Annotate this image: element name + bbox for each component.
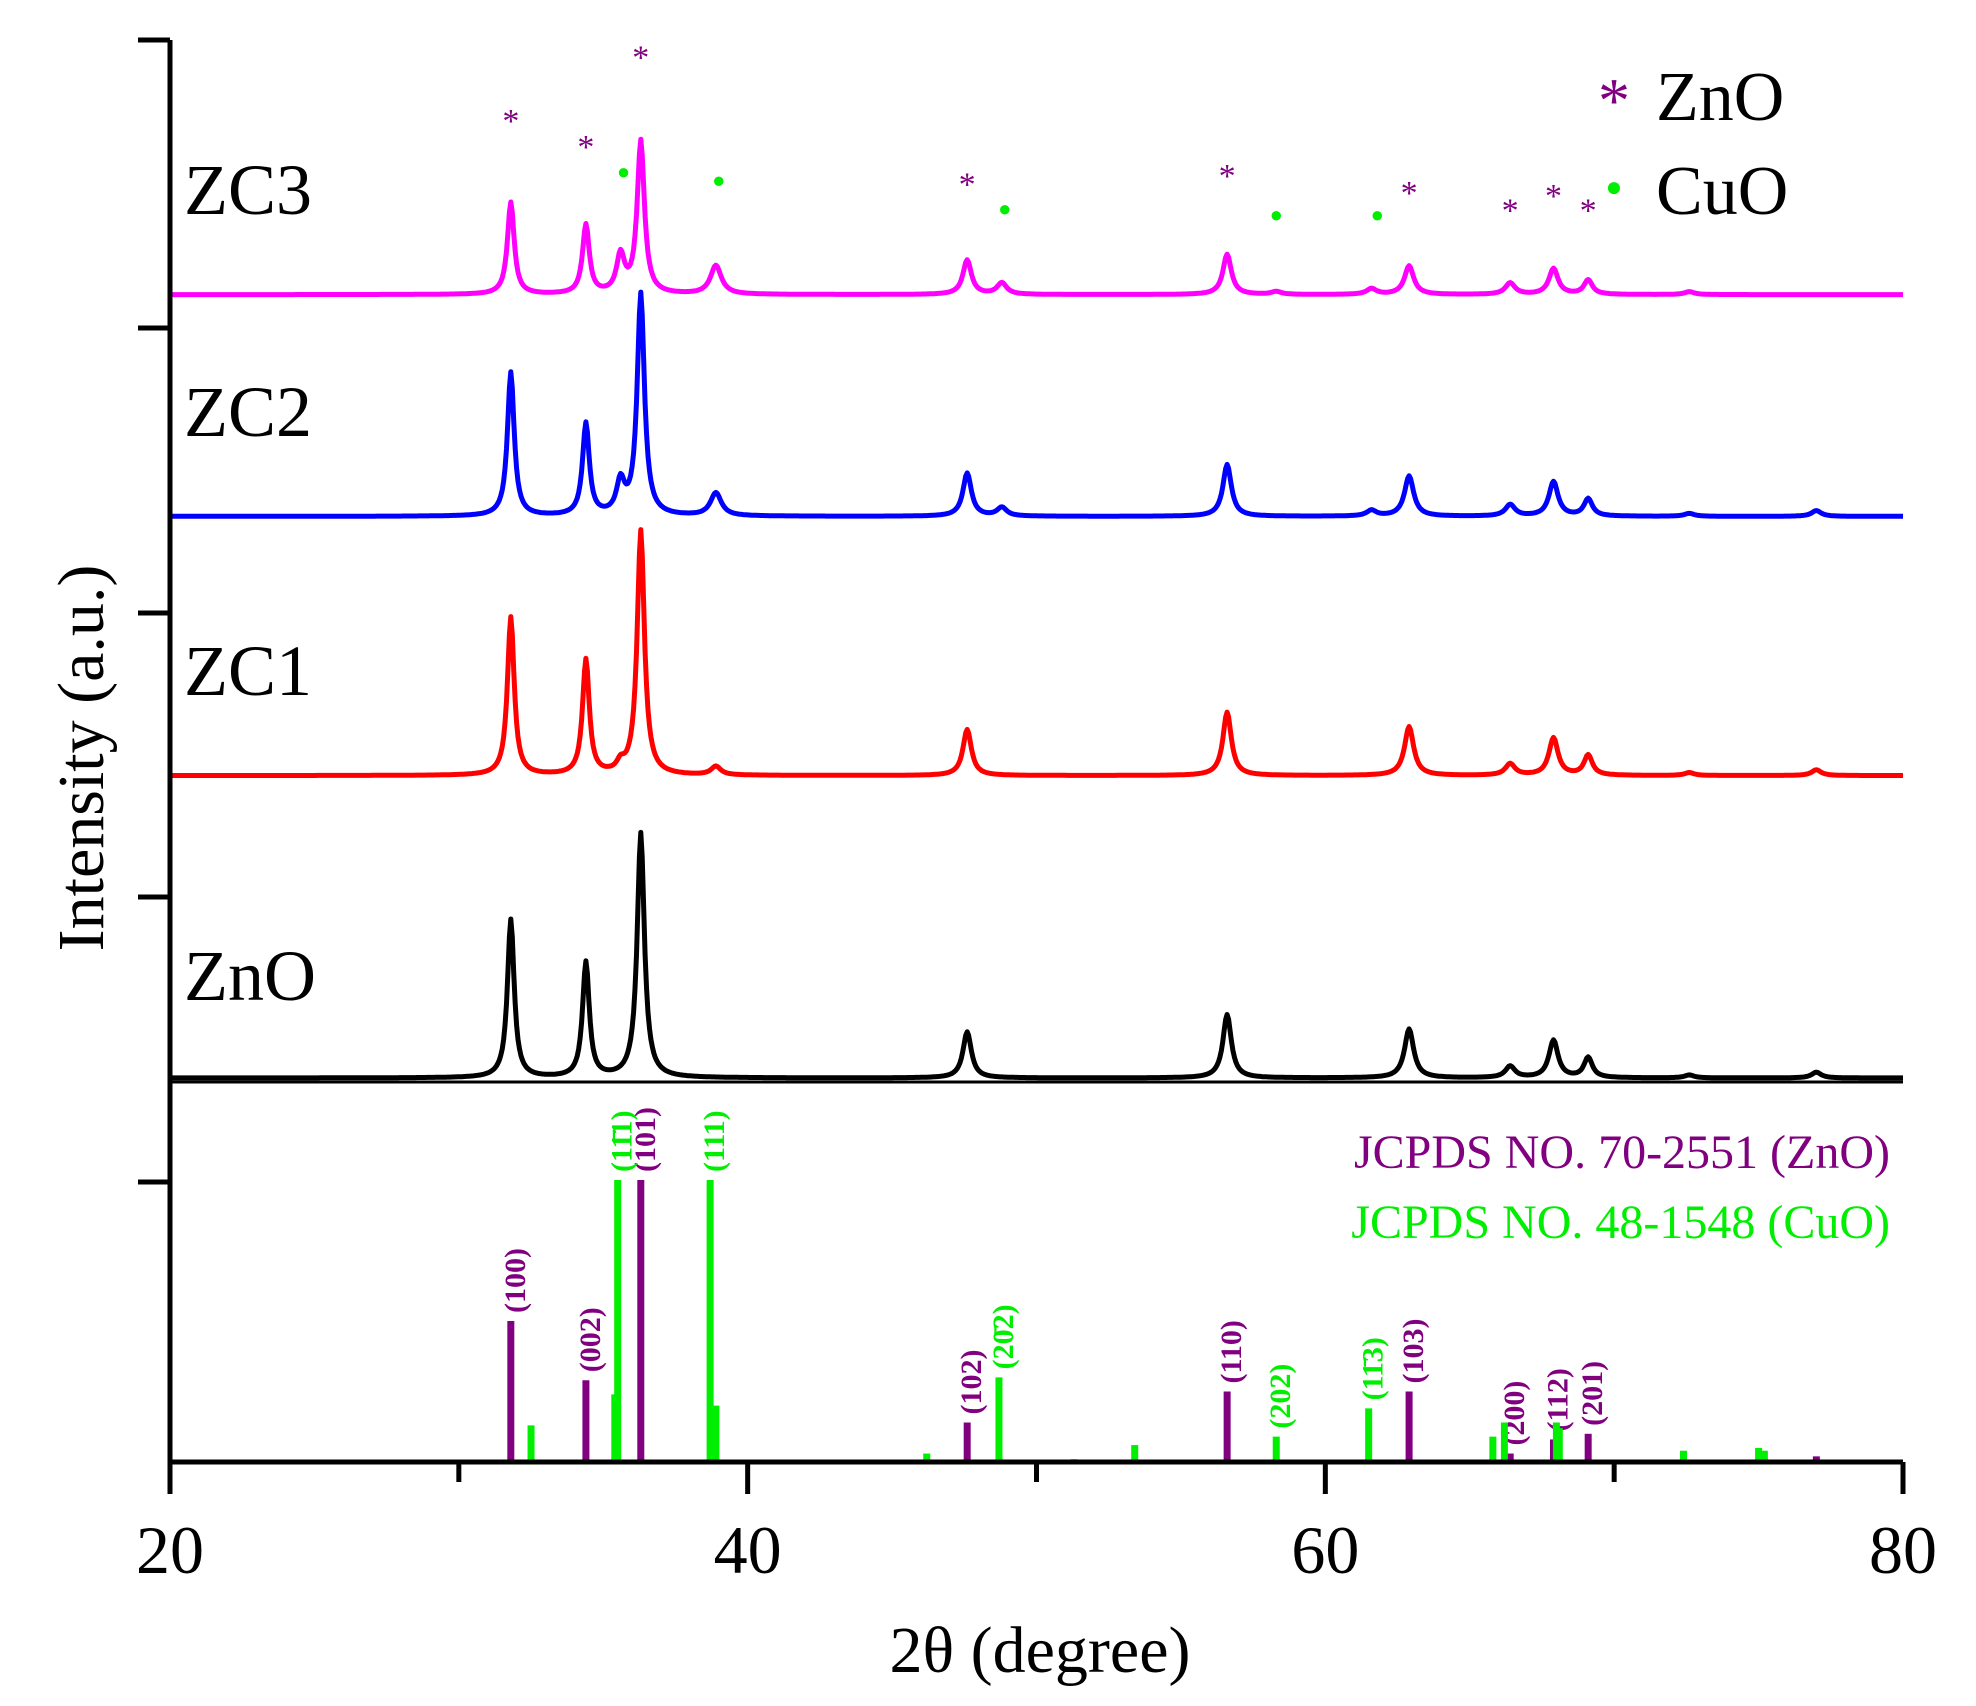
x-tick-label: 60 <box>1291 1512 1359 1588</box>
zno-peak-marker: * <box>632 40 649 77</box>
reference-pattern-legend: JCPDS NO. 70-2551 (ZnO) JCPDS NO. 48-154… <box>1351 1126 1890 1249</box>
y-axis-label: Intensity (a.u.) <box>45 565 118 952</box>
zno-hkl-label: (002) <box>574 1307 607 1372</box>
curve-label-zno: ZnO <box>184 936 316 1016</box>
zno-hkl-label: (103) <box>1397 1319 1430 1384</box>
cuo-hkl-label: (202) <box>1264 1364 1297 1429</box>
reference-pattern-layer: (100)(002)(101)(102) (110) (103)(200) (112)… <box>499 1107 1820 1462</box>
curve-label-zc1: ZC1 <box>184 631 312 711</box>
zno-hkl-label: (110) <box>1215 1320 1248 1383</box>
zno-peak-marker: * <box>1580 192 1597 229</box>
zno-hkl-label: (112) <box>1542 1368 1575 1431</box>
legend: * ZnO ● CuO <box>1598 59 1788 230</box>
zno-peak-marker: * <box>959 166 976 203</box>
series-line-zc3 <box>168 136 1905 298</box>
zno-peak-marker: * <box>1219 158 1236 195</box>
curve-label-zc3: ZC3 <box>184 150 312 230</box>
cuo-hkl-label: (20̄2) <box>987 1304 1020 1369</box>
axes-layer: 20 40 60 80 <box>136 37 1937 1588</box>
cuo-peak-marker: ● <box>998 196 1011 221</box>
x-tick-label: 80 <box>1869 1512 1937 1588</box>
x-axis-label: 2θ (degree) <box>890 1614 1191 1687</box>
cuo-peak-marker: ● <box>617 159 630 184</box>
cuo-hkl-label: (11̄3) <box>1357 1337 1390 1400</box>
zno-hkl-label: (201) <box>1576 1361 1609 1426</box>
curve-label-zc2: ZC2 <box>184 372 312 452</box>
series-line-zc1 <box>168 527 1905 778</box>
legend-cuo-label: CuO <box>1656 153 1788 230</box>
legend-cuo-symbol: ● <box>1606 172 1623 203</box>
cuo-hkl-label: (111) <box>698 1110 731 1172</box>
zno-peak-marker: * <box>1502 192 1519 229</box>
cuo-peak-marker: ● <box>712 167 725 192</box>
zno-peak-marker: * <box>1545 178 1562 215</box>
cuo-peak-marker: ● <box>1371 202 1384 227</box>
zno-peak-marker: * <box>502 103 519 140</box>
zno-hkl-label: (102) <box>955 1350 988 1415</box>
zno-hkl-label: (100) <box>499 1248 532 1313</box>
series-line-zno <box>168 829 1905 1081</box>
peak-markers-layer: * * ● * ● * ● * ● ● * * * * <box>502 40 1596 230</box>
zno-hkl-label: (101) <box>629 1107 662 1172</box>
x-tick-label: 20 <box>136 1512 204 1588</box>
x-tick-label: 40 <box>714 1512 782 1588</box>
zno-peak-marker: * <box>577 129 594 166</box>
jcpds-cuo-label: JCPDS NO. 48-1548 (CuO) <box>1351 1196 1890 1249</box>
legend-zno-symbol: * <box>1598 65 1630 136</box>
diffraction-curves-layer: ZC3 ZC2 ZC1 ZnO <box>168 136 1905 1081</box>
cuo-peak-marker: ● <box>1270 202 1283 227</box>
cuo-hkl-label: (11̄1) <box>606 1110 639 1172</box>
jcpds-zno-label: JCPDS NO. 70-2551 (ZnO) <box>1354 1126 1890 1179</box>
legend-zno-label: ZnO <box>1656 59 1784 136</box>
zno-peak-marker: * <box>1401 175 1418 212</box>
series-line-zc2 <box>168 289 1905 519</box>
